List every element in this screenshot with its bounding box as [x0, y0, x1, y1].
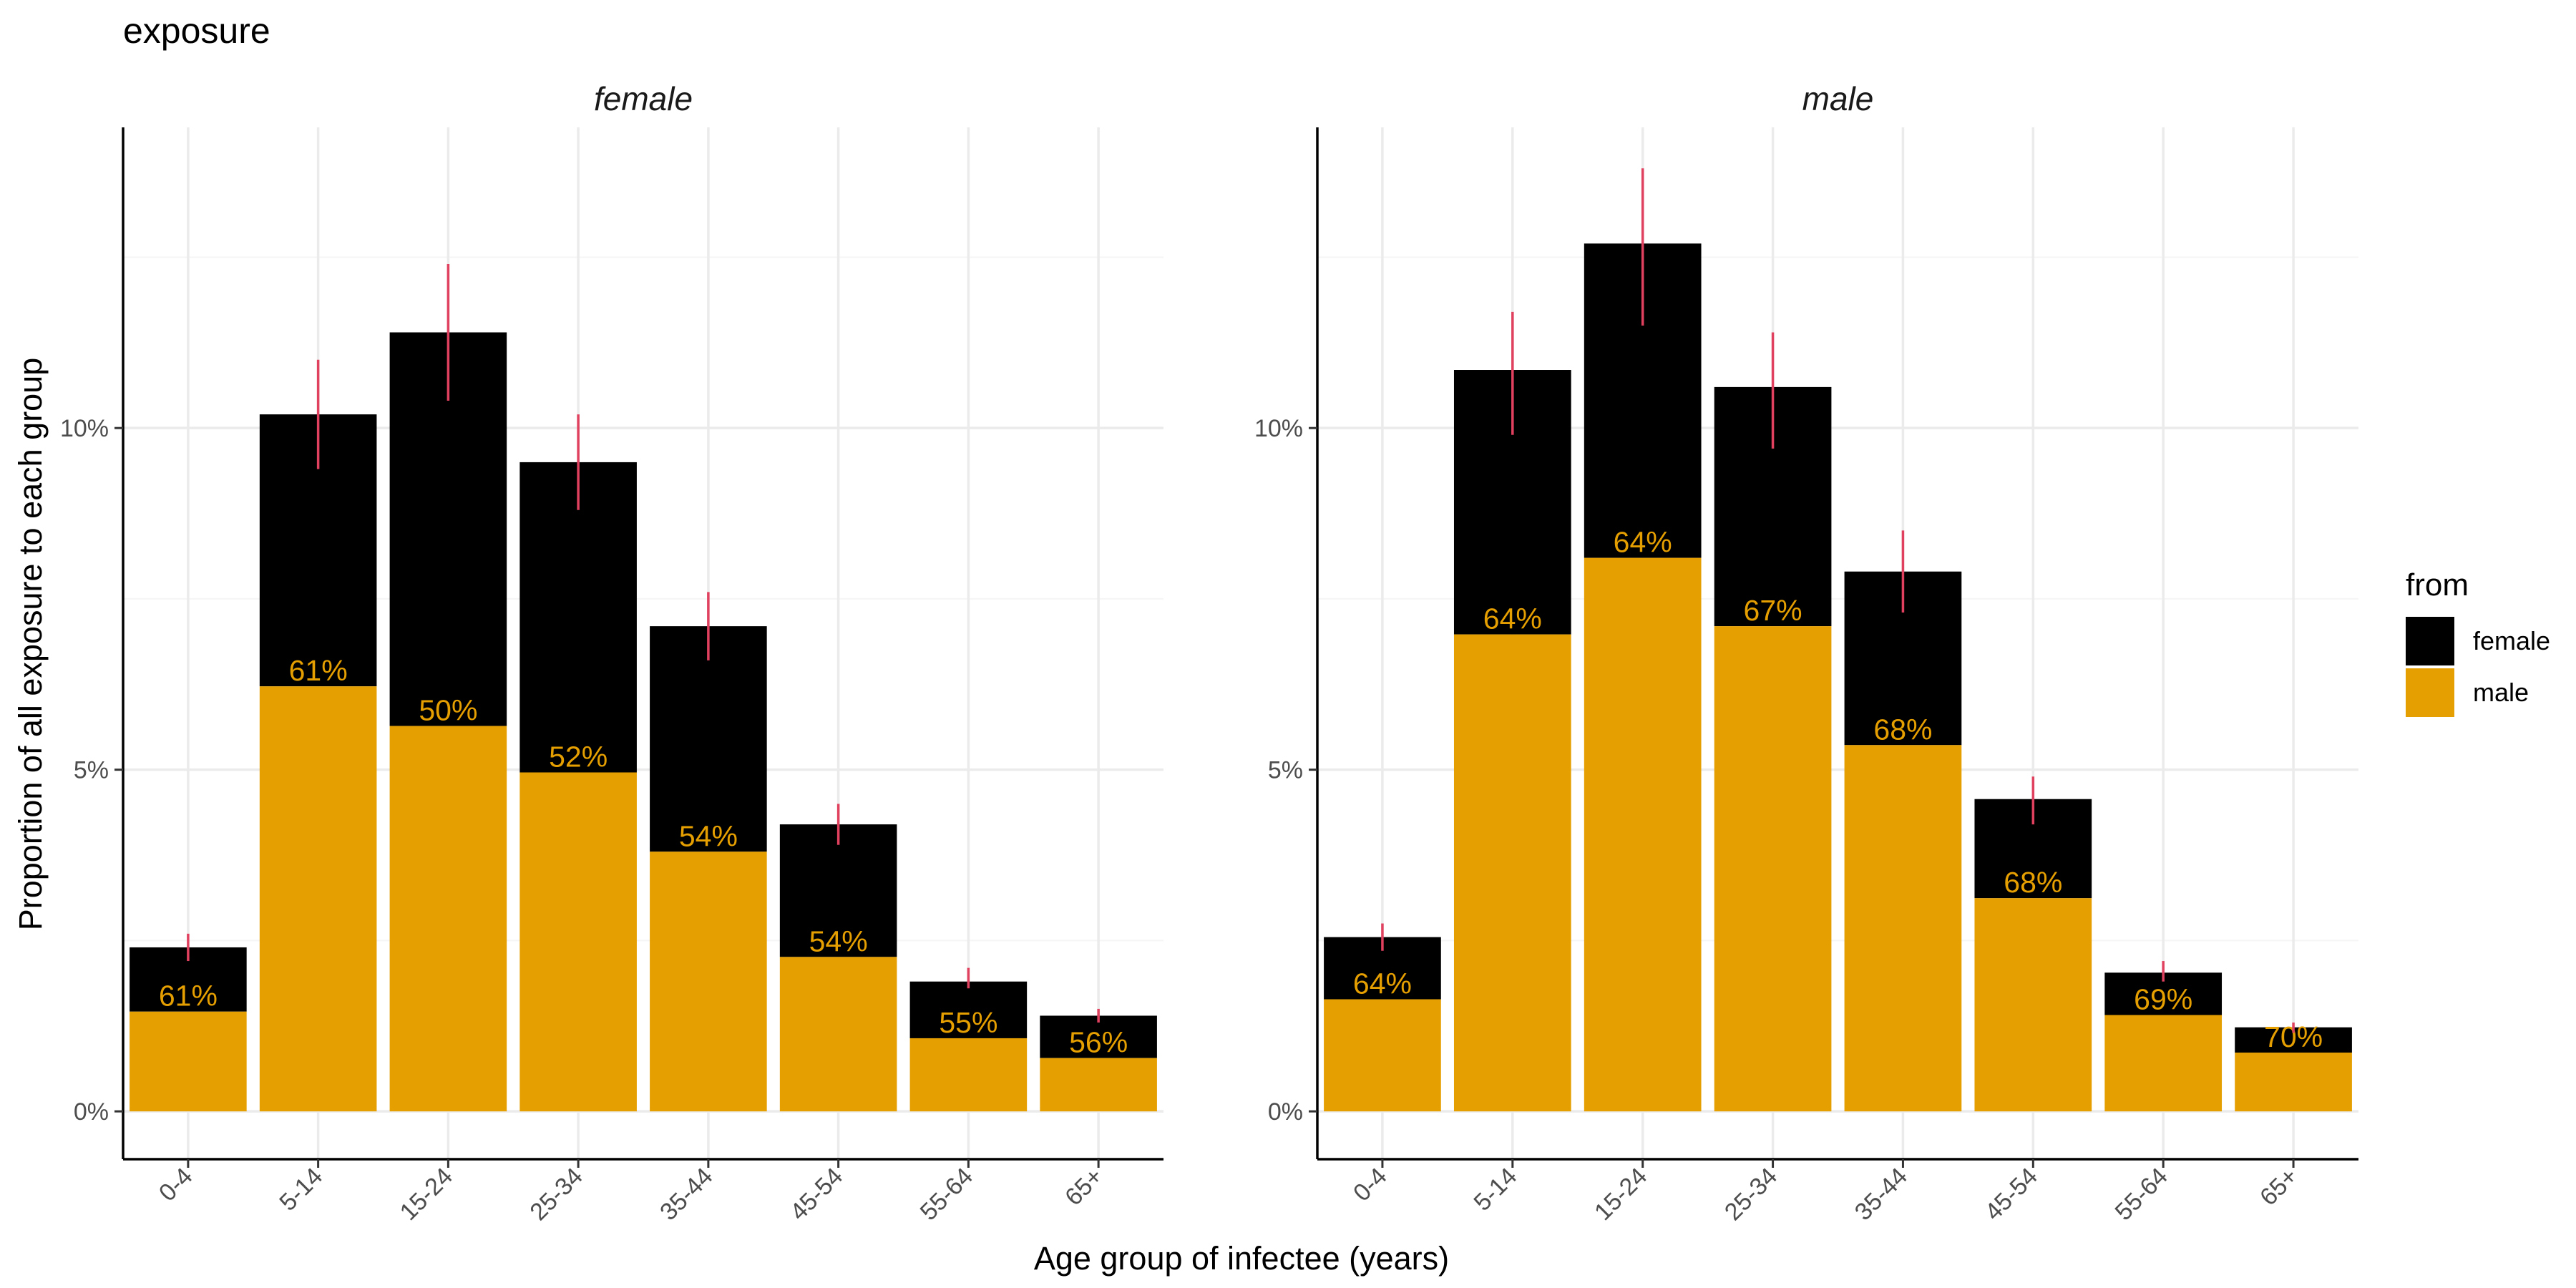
male-share-label: 68% [2004, 866, 2062, 899]
bar-male-segment [909, 1038, 1028, 1112]
x-tick-label: 5-14 [274, 1163, 328, 1216]
y-tick-label: 5% [1268, 757, 1303, 784]
x-tick-label: 45-54 [1980, 1163, 2043, 1226]
x-tick-label: 45-54 [785, 1163, 848, 1226]
x-tick-label: 55-64 [915, 1163, 978, 1226]
male-share-label: 67% [1744, 594, 1802, 627]
bar-female-segment [1040, 1015, 1157, 1058]
y-tick-label: 10% [60, 415, 109, 442]
bar-female-segment [519, 462, 637, 773]
x-tick-label: 35-44 [1850, 1163, 1913, 1226]
bar-male-segment [1844, 745, 1962, 1112]
chart-title: exposure [123, 11, 270, 51]
male-share-label: 64% [1483, 602, 1542, 635]
panel-male: 64%64%64%67%68%68%69%70%0%5%10%0-4 5-14 15… [1254, 80, 2358, 1226]
x-tick-label: 5-14 [1468, 1163, 1522, 1216]
y-tick-label: 5% [74, 757, 109, 784]
x-tick-label: 15-24 [1589, 1163, 1652, 1226]
x-tick-label: 65+ [2255, 1163, 2303, 1211]
facet-strip-label: female [594, 80, 693, 117]
x-tick-label: 0-4 [154, 1163, 198, 1207]
male-share-label: 68% [1873, 713, 1932, 746]
bar-female-segment [779, 824, 897, 957]
male-share-label: 69% [2134, 983, 2192, 1016]
y-tick-label: 0% [74, 1098, 109, 1126]
y-tick-label: 0% [1268, 1098, 1303, 1126]
bar-male-segment [1584, 557, 1702, 1112]
x-tick-label: 25-34 [525, 1163, 587, 1226]
legend-label-male: male [2473, 678, 2529, 707]
male-share-label: 64% [1614, 526, 1672, 559]
male-share-label: 56% [1069, 1026, 1128, 1059]
male-share-label: 54% [809, 924, 868, 957]
male-share-label: 54% [679, 819, 738, 852]
legend: from female male [2406, 567, 2550, 717]
legend-label-female: female [2473, 626, 2550, 655]
facet-strip-label: male [1802, 80, 1874, 117]
x-tick-label: 15-24 [395, 1163, 458, 1226]
bar-male-segment [2235, 1053, 2352, 1112]
bar-male-segment [1453, 634, 1571, 1112]
legend-key-female [2406, 617, 2454, 665]
bar-female-segment [650, 626, 767, 852]
bar-male-segment [650, 852, 767, 1112]
y-tick-label: 10% [1254, 415, 1303, 442]
x-tick-label: 35-44 [655, 1163, 718, 1226]
y-axis-title: Proportion of all exposure to each group [12, 358, 49, 931]
x-axis-title: Age group of infectee (years) [1034, 1240, 1449, 1277]
bar-male-segment [1040, 1058, 1157, 1112]
male-share-label: 50% [419, 694, 477, 727]
male-share-label: 64% [1353, 967, 1412, 1000]
bar-male-segment [2104, 1015, 2223, 1112]
legend-title: from [2406, 567, 2469, 602]
bar-female-segment [909, 981, 1028, 1038]
bar-male-segment [1974, 898, 2092, 1112]
bar-male-segment [519, 772, 637, 1112]
x-tick-label: 55-64 [2109, 1163, 2172, 1226]
x-tick-label: 0-4 [1348, 1163, 1392, 1207]
bar-male-segment [130, 1011, 247, 1112]
male-share-label: 55% [939, 1006, 997, 1039]
male-share-label: 52% [549, 740, 608, 773]
male-share-label: 61% [159, 980, 218, 1013]
panel-female: 61% 61% 50% 52% 54% 54% 55% 56% 0% 5% 10% 0-4 5-14 15… [60, 80, 1163, 1226]
bar-male-segment [389, 726, 507, 1112]
x-tick-label: 25-34 [1719, 1163, 1782, 1226]
legend-key-male [2406, 668, 2454, 717]
x-tick-label: 65+ [1060, 1163, 1108, 1211]
male-share-label: 61% [289, 654, 348, 687]
bar-male-segment [1714, 626, 1832, 1112]
bar-male-segment [1324, 999, 1441, 1112]
bar-male-segment [779, 957, 897, 1112]
bar-male-segment [259, 686, 377, 1112]
facet-panels: 61% 61% 50% 52% 54% 54% 55% 56% 0% 5% 10% 0-4 5-14 15… [60, 80, 2358, 1226]
